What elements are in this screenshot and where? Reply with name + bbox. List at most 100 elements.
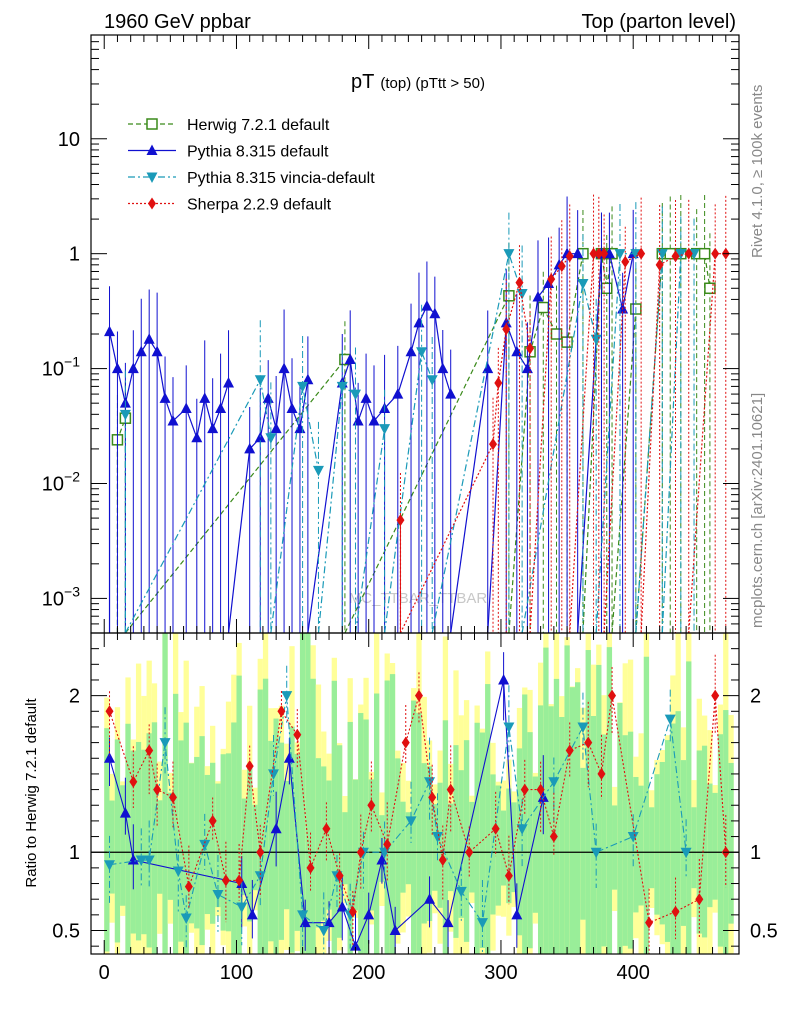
point-pythia-8-315-default — [270, 422, 282, 434]
ratio-point-pythia-8-315-vincia-default — [548, 777, 560, 788]
ratio-band-inner — [236, 675, 242, 954]
ratio-point-pythia-8-315-default — [349, 940, 361, 951]
ratio-band-inner — [421, 763, 427, 924]
ratio-band-inner — [612, 805, 618, 890]
ratio-band-inner — [416, 712, 422, 954]
point-sherpa-2-2-9-default — [557, 260, 566, 273]
point-pythia-8-315-default — [135, 345, 147, 357]
ratio-band-inner — [183, 722, 189, 954]
ratio-point-pythia-8-315-default — [283, 752, 295, 763]
ratio-band-inner — [310, 678, 316, 954]
point-sherpa-2-2-9-default — [621, 255, 630, 268]
ratio-band-inner — [654, 774, 660, 915]
ratio-band-inner — [458, 770, 464, 918]
ratio-y-tick-label-right: 1 — [750, 842, 761, 864]
ratio-band-inner — [368, 779, 375, 911]
point-pythia-8-315-default — [127, 362, 139, 374]
ratio-band-inner — [511, 802, 517, 893]
ratio-band-inner — [400, 801, 406, 893]
ratio-point-pythia-8-315-vincia-default — [577, 722, 589, 733]
ratio-point-sherpa-2-2-9-default — [536, 783, 545, 796]
ratio-band-inner — [432, 804, 438, 891]
point-pythia-8-315-default — [572, 247, 584, 259]
point-herwig-7-2-1-default — [704, 282, 716, 295]
point-pythia-8-315-vincia-default — [503, 249, 515, 260]
legend-marker — [146, 118, 158, 130]
ratio-band-inner — [315, 758, 322, 928]
ratio-band-inner — [622, 735, 628, 946]
point-pythia-8-315-default — [159, 392, 171, 403]
point-pythia-8-315-default — [223, 376, 235, 388]
ratio-point-pythia-8-315-vincia-default — [405, 816, 417, 827]
ratio-point-pythia-8-315-default — [389, 924, 401, 936]
point-pythia-8-315-vincia-default — [336, 381, 348, 393]
ratio-band-inner — [532, 776, 538, 913]
ratio-point-sherpa-2-2-9-default — [446, 783, 455, 796]
ratio-band-inner — [448, 803, 454, 892]
ratio-point-sherpa-2-2-9-default — [335, 869, 344, 882]
y-tick-label: 10−2 — [42, 469, 80, 496]
point-herwig-7-2-1-default — [698, 247, 711, 260]
ratio-band-inner — [125, 723, 131, 954]
ratio-band-inner — [580, 767, 586, 920]
point-pythia-8-315-default — [191, 431, 203, 443]
point-sherpa-2-2-9-default — [502, 323, 511, 336]
ratio-point-pythia-8-315-default — [336, 901, 348, 912]
ratio-point-sherpa-2-2-9-default — [348, 905, 357, 918]
ratio-point-pythia-8-315-vincia-default — [143, 855, 155, 867]
point-pythia-8-315-default — [104, 325, 116, 337]
y-tick-label: 1 — [69, 244, 80, 266]
ratio-point-sherpa-2-2-9-default — [356, 846, 365, 859]
ratio-band-inner — [305, 633, 311, 954]
point-pythia-8-315-vincia-default — [254, 375, 266, 386]
point-pythia-8-315-default — [151, 345, 163, 357]
ratio-point-sherpa-2-2-9-default — [438, 854, 447, 867]
point-pythia-8-315-default — [521, 362, 533, 374]
ratio-band-inner — [516, 748, 523, 936]
ratio-band-inner — [569, 687, 576, 954]
ratio-point-pythia-8-315-vincia-default — [664, 714, 676, 726]
ratio-band-inner — [585, 650, 591, 954]
ratio-band-inner — [495, 785, 501, 906]
ratio-band-inner — [638, 785, 644, 906]
ratio-band-inner — [284, 780, 290, 910]
ratio-y-tick-label-left: 2 — [69, 686, 80, 708]
point-pythia-8-315-default — [532, 290, 544, 302]
legend-label: Pythia 8.315 vincia-default — [187, 170, 375, 187]
ratio-point-pythia-8-315-default — [270, 822, 282, 834]
point-pythia-8-315-vincia-default — [614, 249, 626, 260]
ratio-band-inner — [114, 739, 121, 943]
ratio-band-inner — [157, 800, 163, 894]
ratio-band-inner — [363, 719, 369, 954]
ratio-point-sherpa-2-2-9-default — [549, 830, 558, 843]
ratio-band-inner — [225, 753, 232, 932]
ratio-band-inner — [712, 792, 718, 900]
series-line-pythia-8-315-default — [108, 253, 634, 633]
ratio-band-inner — [553, 678, 560, 954]
point-pythia-8-315-vincia-default — [379, 424, 391, 435]
ratio-point-pythia-8-315-default — [104, 752, 116, 763]
ratio-band-inner — [194, 756, 200, 929]
ratio-band-inner — [590, 716, 597, 954]
ratio-band-inner — [596, 664, 602, 954]
point-herwig-7-2-1-default — [550, 328, 563, 340]
legend-marker — [146, 144, 158, 155]
ratio-band-inner — [601, 734, 607, 947]
point-pythia-8-315-default — [421, 300, 433, 311]
ratio-point-pythia-8-315-default — [511, 908, 523, 920]
point-pythia-8-315-vincia-default — [516, 289, 528, 300]
ratio-band-inner — [104, 728, 110, 952]
x-tick-label: 0 — [99, 962, 110, 984]
ratio-point-sherpa-2-2-9-default — [504, 869, 513, 882]
point-pythia-8-315-vincia-default — [119, 409, 131, 421]
point-sherpa-2-2-9-default — [637, 247, 646, 260]
ratio-band-inner — [696, 750, 702, 934]
ratio-point-sherpa-2-2-9-default — [208, 814, 217, 827]
ratio-point-sherpa-2-2-9-default — [145, 744, 154, 757]
ratio-band-inner — [490, 774, 496, 915]
ratio-point-sherpa-2-2-9-default — [608, 689, 617, 702]
ratio-point-sherpa-2-2-9-default — [465, 846, 474, 859]
x-tick-label: 100 — [220, 962, 253, 984]
ratio-band-inner — [151, 722, 158, 954]
point-pythia-8-315-default — [111, 362, 123, 374]
